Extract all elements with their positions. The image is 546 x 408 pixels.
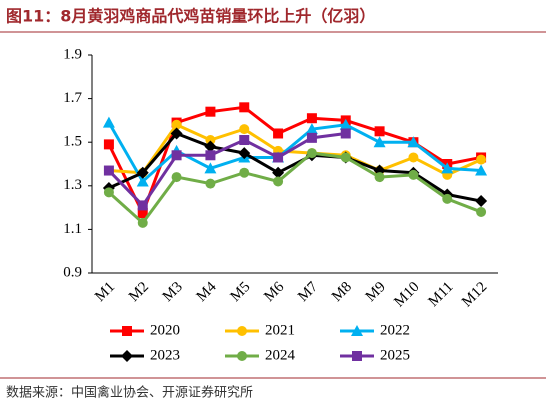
x-tick-label: M4 <box>194 279 220 305</box>
marker <box>137 208 148 219</box>
x-tick-label: M3 <box>160 279 186 305</box>
marker <box>205 150 216 161</box>
marker <box>475 195 488 208</box>
marker <box>204 140 217 153</box>
legend-label: 2024 <box>265 347 296 363</box>
legend-label: 2025 <box>380 347 410 363</box>
marker <box>374 172 385 183</box>
marker <box>374 126 385 137</box>
marker <box>305 123 318 135</box>
x-tick-label: M10 <box>391 279 422 310</box>
marker <box>475 164 488 176</box>
x-tick-label: M11 <box>426 279 457 310</box>
marker <box>476 154 487 165</box>
marker <box>171 150 182 161</box>
marker <box>204 162 217 174</box>
y-tick-label: 0.9 <box>63 264 82 280</box>
marker <box>170 127 183 140</box>
marker <box>442 193 453 204</box>
marker <box>476 206 487 217</box>
marker <box>136 175 149 187</box>
marker <box>239 135 250 146</box>
marker <box>103 165 114 176</box>
marker <box>205 178 216 189</box>
marker <box>136 166 149 179</box>
marker <box>237 326 247 336</box>
legend-label: 2020 <box>150 322 180 338</box>
marker <box>103 187 114 198</box>
marker <box>339 118 352 130</box>
x-tick-label: M8 <box>329 279 355 305</box>
marker <box>238 147 251 160</box>
marker <box>441 162 454 174</box>
marker <box>171 119 182 130</box>
marker <box>272 166 285 179</box>
chart-title: 图11：8月黄羽鸡商品代鸡苗销量环比上升（亿羽） <box>6 7 375 26</box>
legend-label: 2022 <box>380 322 410 338</box>
marker <box>306 148 317 159</box>
marker <box>205 135 216 146</box>
marker <box>408 152 419 163</box>
marker <box>237 351 247 361</box>
marker <box>306 132 317 143</box>
marker <box>306 113 317 124</box>
series-line <box>108 131 482 203</box>
marker <box>121 350 133 362</box>
marker <box>103 139 114 150</box>
x-tick-label: M5 <box>227 279 253 305</box>
x-tick-label: M12 <box>459 279 490 310</box>
y-tick-label: 1.3 <box>63 177 82 193</box>
marker <box>352 351 362 361</box>
series-line <box>107 151 482 226</box>
y-tick-label: 1.7 <box>63 90 82 106</box>
marker <box>351 325 363 336</box>
marker <box>273 152 284 163</box>
marker <box>122 326 132 336</box>
marker <box>137 217 148 228</box>
marker <box>239 167 250 178</box>
marker <box>407 136 420 148</box>
marker <box>205 106 216 117</box>
x-tick-label: M2 <box>126 279 152 305</box>
marker <box>273 176 284 187</box>
marker <box>102 116 115 128</box>
source: 数据来源：中国禽业协会、开源证券研究所 <box>6 385 253 401</box>
x-tick-label: M6 <box>261 279 287 305</box>
marker <box>273 128 284 139</box>
marker <box>239 102 250 113</box>
marker <box>408 169 419 180</box>
legend-label: 2023 <box>150 347 180 363</box>
marker <box>137 200 148 211</box>
marker <box>373 136 386 148</box>
marker <box>171 172 182 183</box>
series-line <box>108 122 482 177</box>
x-tick-label: M1 <box>92 279 118 305</box>
y-tick-label: 1.1 <box>63 221 82 237</box>
x-tick-label: M7 <box>295 279 321 305</box>
marker <box>340 128 351 139</box>
y-tick-label: 1.5 <box>63 134 82 150</box>
marker <box>239 124 250 135</box>
marker <box>340 152 351 163</box>
legend-label: 2021 <box>265 322 295 338</box>
series-line <box>107 131 346 208</box>
y-tick-label: 1.9 <box>63 46 82 62</box>
x-tick-label: M9 <box>363 279 389 305</box>
